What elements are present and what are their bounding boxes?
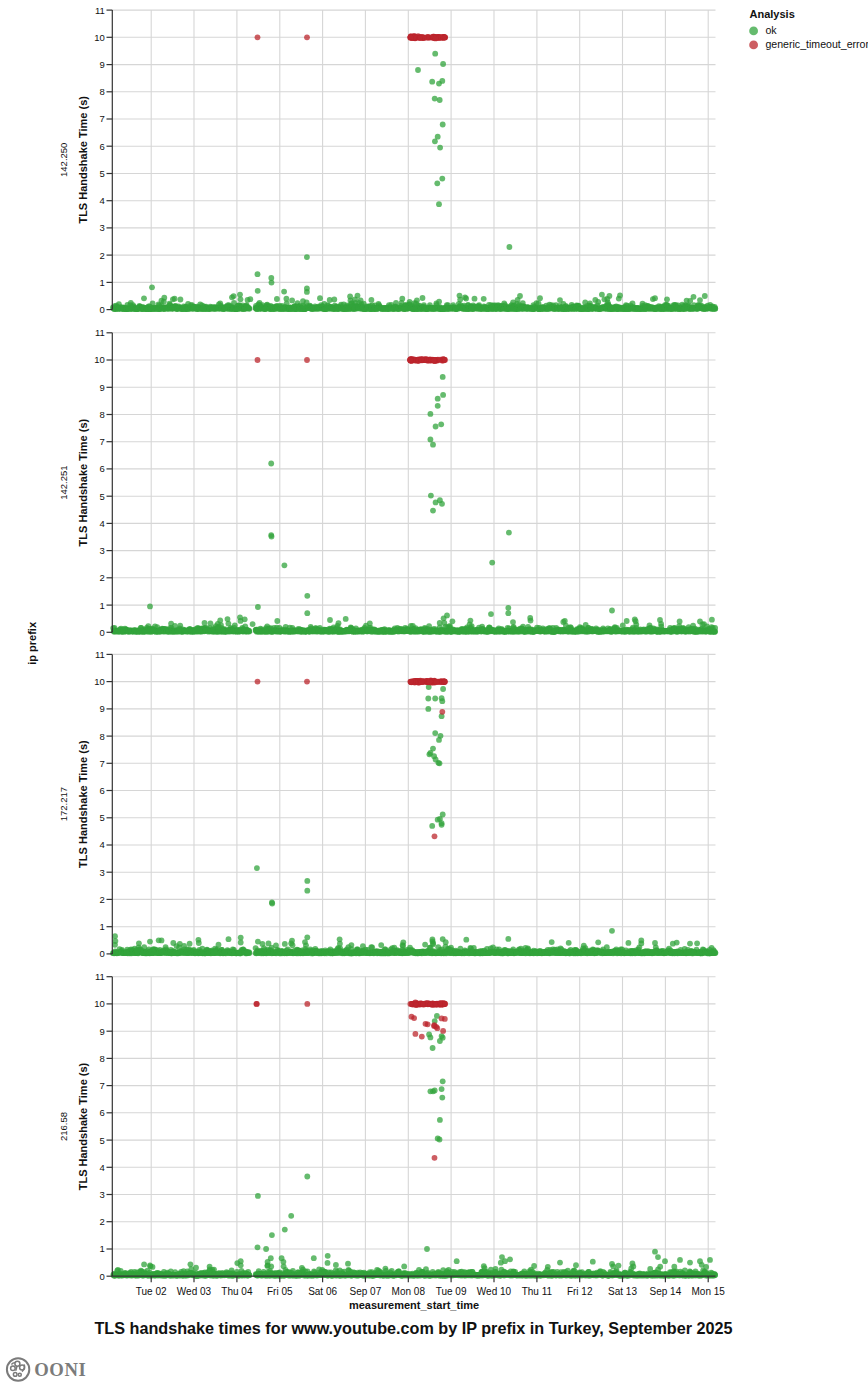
svg-text:11: 11 [95,649,105,660]
svg-text:3: 3 [100,545,105,556]
svg-text:Thu 04: Thu 04 [221,1286,253,1297]
svg-text:6: 6 [100,141,105,152]
svg-text:9: 9 [100,59,105,70]
svg-text:Tue 09: Tue 09 [436,1286,467,1297]
svg-text:3: 3 [100,222,105,233]
svg-text:2: 2 [100,250,105,261]
svg-text:1: 1 [100,1243,105,1254]
svg-text:142.250: 142.250 [58,143,69,177]
svg-text:2: 2 [100,894,105,905]
svg-text:3: 3 [100,1189,105,1200]
svg-text:TLS Handshake Time (s): TLS Handshake Time (s) [77,418,89,546]
svg-text:ip prefix: ip prefix [26,621,38,665]
svg-text:8: 8 [100,1053,105,1064]
svg-text:Sat 13: Sat 13 [608,1286,637,1297]
svg-text:10: 10 [94,676,105,687]
svg-text:Sep 14: Sep 14 [650,1286,682,1297]
svg-text:5: 5 [100,491,105,502]
svg-text:172.217: 172.217 [58,787,69,821]
svg-text:6: 6 [100,463,105,474]
svg-text:4: 4 [100,1162,105,1173]
svg-text:ok: ok [765,24,777,36]
svg-text:7: 7 [100,436,105,447]
svg-text:1: 1 [100,600,105,611]
svg-text:6: 6 [100,1107,105,1118]
svg-text:OONI: OONI [34,1359,86,1380]
svg-text:4: 4 [100,839,105,850]
svg-text:216.58: 216.58 [58,1112,69,1141]
svg-text:0: 0 [100,1271,105,1282]
svg-text:4: 4 [100,195,105,206]
svg-text:7: 7 [100,1080,105,1091]
svg-text:11: 11 [95,327,105,338]
svg-text:8: 8 [100,409,105,420]
svg-text:Thu 11: Thu 11 [522,1286,553,1297]
svg-text:8: 8 [100,731,105,742]
svg-text:0: 0 [100,627,105,638]
svg-text:Mon 08: Mon 08 [392,1286,426,1297]
svg-text:10: 10 [94,32,105,43]
svg-text:TLS Handshake Time (s): TLS Handshake Time (s) [77,740,89,868]
svg-text:5: 5 [100,1135,105,1146]
svg-text:11: 11 [95,971,105,982]
svg-text:11: 11 [95,5,105,16]
svg-text:9: 9 [100,1026,105,1037]
svg-text:2: 2 [100,1216,105,1227]
svg-text:Mon 15: Mon 15 [692,1286,726,1297]
svg-text:Tue 02: Tue 02 [136,1286,167,1297]
svg-text:Wed 03: Wed 03 [177,1286,212,1297]
svg-text:10: 10 [94,354,105,365]
svg-text:10: 10 [94,998,105,1009]
svg-text:9: 9 [100,703,105,714]
svg-text:1: 1 [100,921,105,932]
svg-text:8: 8 [100,86,105,97]
svg-text:142.251: 142.251 [58,465,69,499]
svg-text:TLS Handshake Time (s): TLS Handshake Time (s) [77,96,89,224]
svg-text:7: 7 [100,758,105,769]
svg-text:Wed 10: Wed 10 [477,1286,512,1297]
svg-text:1: 1 [100,277,105,288]
svg-text:2: 2 [100,572,105,583]
svg-text:Sat 06: Sat 06 [308,1286,337,1297]
svg-text:generic_timeout_error: generic_timeout_error [765,38,868,50]
svg-text:0: 0 [100,948,105,959]
svg-text:5: 5 [100,168,105,179]
svg-text:7: 7 [100,113,105,124]
svg-text:9: 9 [100,382,105,393]
svg-text:TLS handshake times for www.yo: TLS handshake times for www.youtube.com … [94,1319,732,1337]
svg-text:4: 4 [100,518,105,529]
svg-text:5: 5 [100,812,105,823]
svg-text:Fri 12: Fri 12 [567,1286,593,1297]
svg-text:measurement_start_time: measurement_start_time [349,1299,479,1311]
svg-text:0: 0 [100,304,105,315]
svg-text:6: 6 [100,785,105,796]
svg-text:Sep 07: Sep 07 [350,1286,382,1297]
svg-text:Fri 05: Fri 05 [267,1286,293,1297]
svg-text:3: 3 [100,867,105,878]
svg-text:Analysis: Analysis [750,8,795,20]
svg-text:TLS Handshake Time (s): TLS Handshake Time (s) [77,1062,89,1190]
